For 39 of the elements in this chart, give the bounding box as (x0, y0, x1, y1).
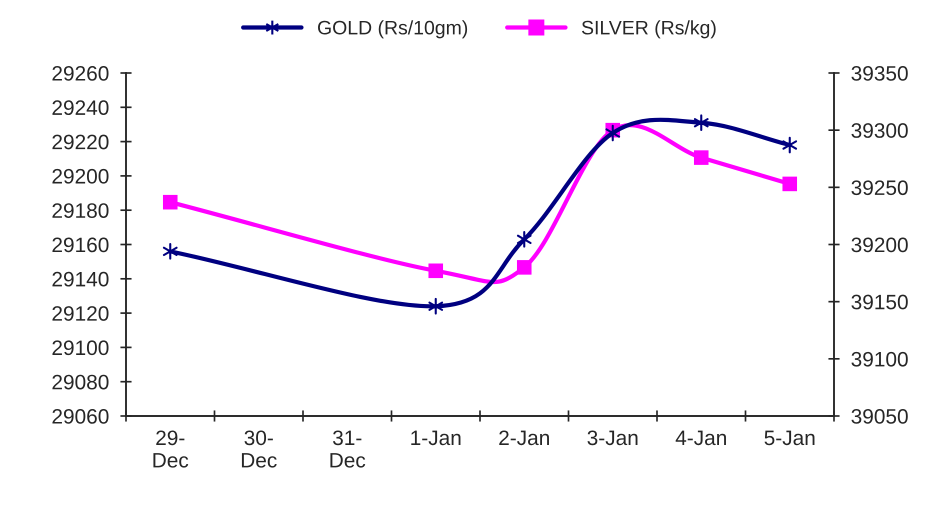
y-tick-label: 29180 (52, 203, 109, 218)
y2-tick-label: 39050 (851, 409, 908, 424)
y2-tick-label: 39150 (851, 294, 908, 310)
x-tick-label: 30-Dec (242, 430, 277, 468)
x-tick-label: 29-Dec (153, 430, 188, 468)
x-tick-label: 5-Jan (764, 430, 814, 446)
y-tick-label: 29120 (52, 306, 109, 321)
y-tick-label: 29140 (52, 272, 109, 287)
point (516, 260, 532, 275)
x-tick-label: 3-Jan (587, 430, 638, 446)
point (162, 194, 178, 210)
y-tick-label: 29160 (52, 238, 109, 252)
legend-label: GOLD (Rs/10gm) (318, 20, 468, 38)
point (428, 264, 444, 278)
point (694, 114, 709, 132)
point (782, 176, 798, 192)
point (428, 298, 444, 315)
point (694, 150, 709, 165)
y-tick-label: 29080 (52, 374, 109, 390)
point (782, 136, 798, 154)
y2-tick-label: 39250 (851, 180, 908, 196)
point (516, 231, 532, 248)
y2-tick-label: 39300 (851, 123, 908, 138)
y-tick-label: 29100 (52, 340, 109, 356)
y2-tick-label: 39100 (851, 352, 908, 367)
y2-tick-label: 39350 (851, 66, 908, 81)
legend-label: SILVER (Rs/kg) (582, 20, 716, 38)
y-tick-label: 29200 (52, 168, 109, 184)
y-tick-label: 29220 (52, 134, 109, 150)
x-tick-label: 31-Dec (330, 430, 366, 468)
x-tick-label: 1-Jan (411, 430, 460, 446)
y-tick-label: 29060 (52, 409, 109, 424)
point (162, 243, 178, 260)
x-tick-label: 4-Jan (676, 430, 726, 446)
x-tick-label: 2-Jan (499, 430, 549, 446)
y-tick-label: 29240 (52, 100, 109, 116)
y2-tick-label: 39200 (851, 238, 908, 252)
y-tick-label: 29260 (52, 66, 109, 81)
point (605, 124, 620, 142)
